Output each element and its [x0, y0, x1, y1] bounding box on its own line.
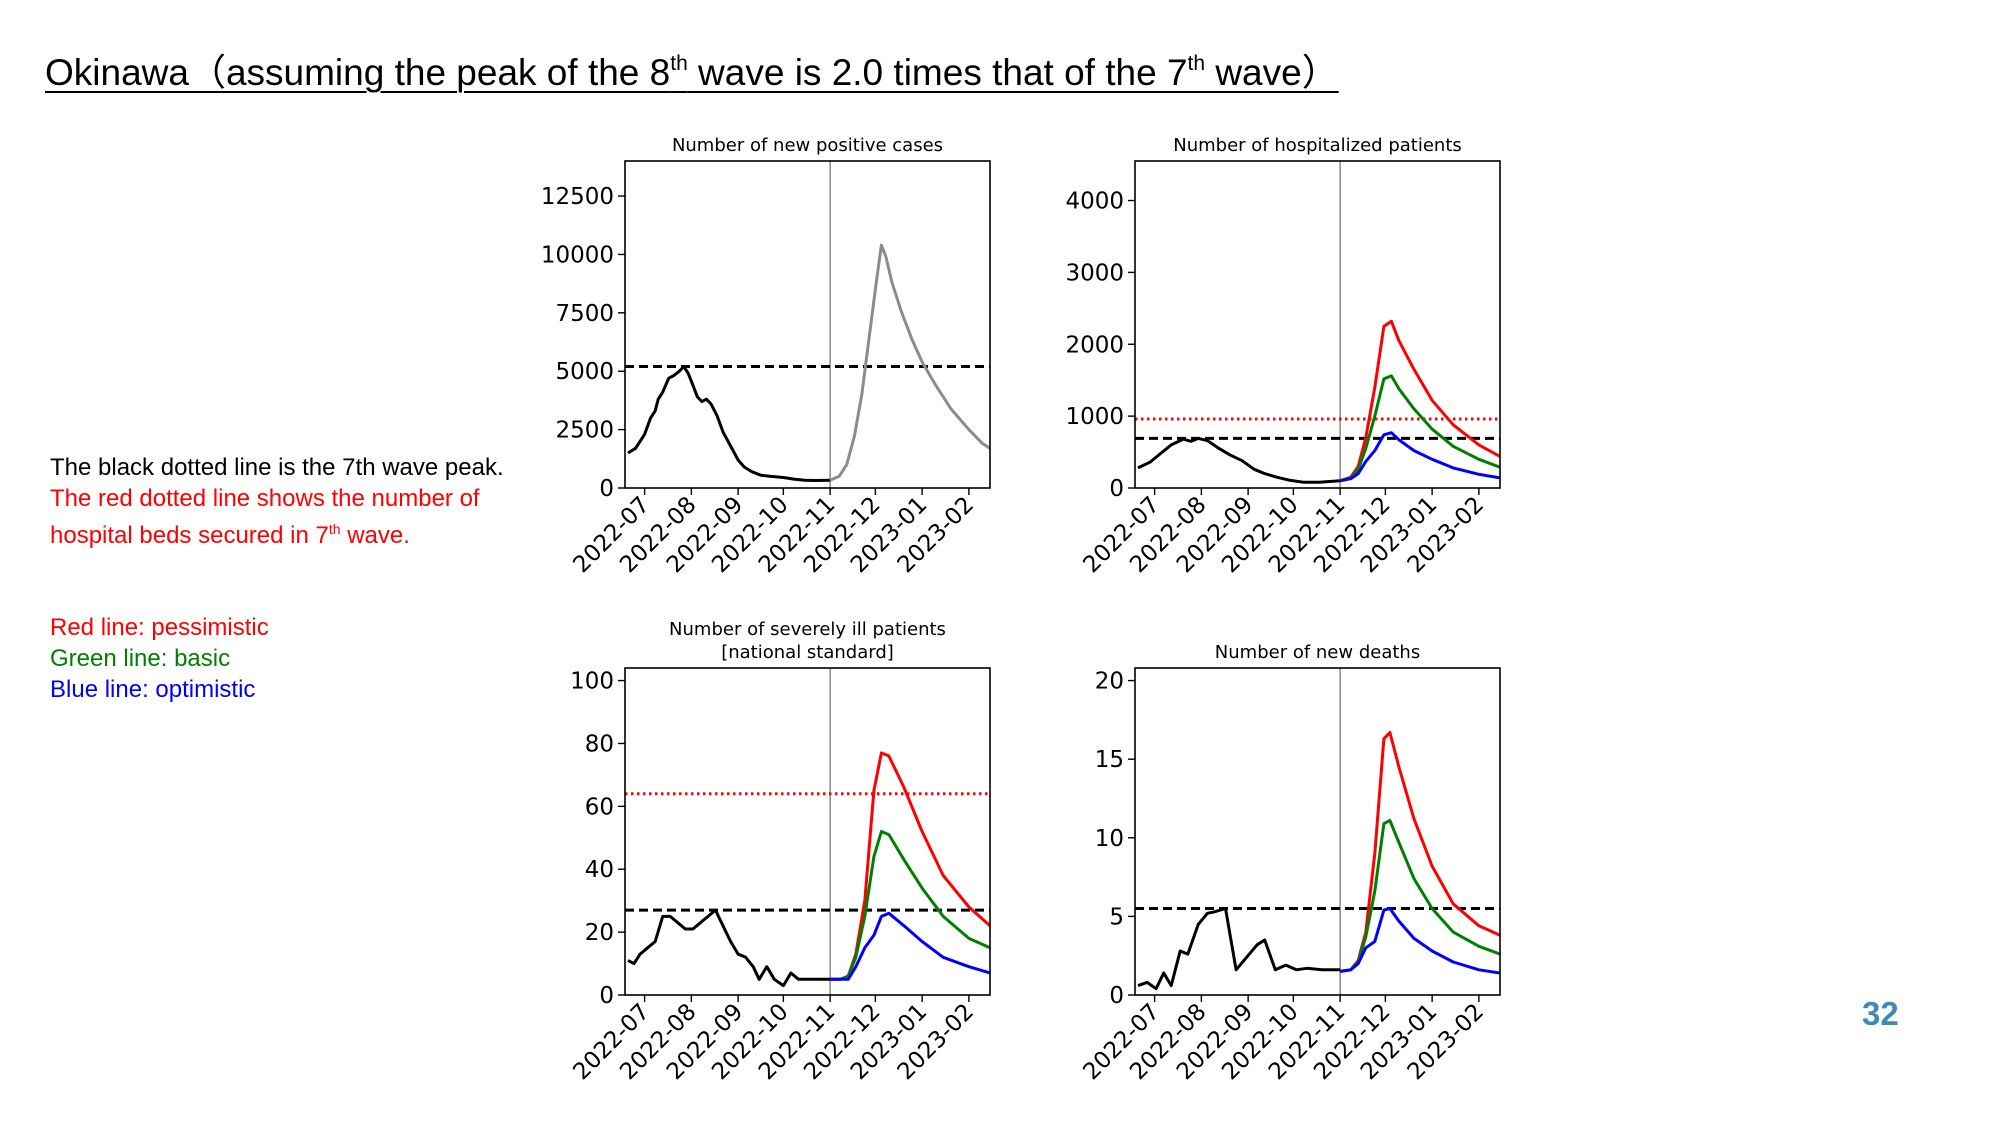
- red-dotted-line-note-continued: hospital beds secured in 7th wave.: [50, 514, 504, 551]
- plot-area: [1135, 668, 1500, 995]
- y-tick-label: 100: [570, 669, 614, 695]
- y-tick-label: 0: [599, 476, 614, 502]
- series-line: [627, 908, 831, 988]
- y-tick-label: 15: [1095, 747, 1124, 773]
- reference-lines-note: The black dotted line is the 7th wave pe…: [50, 452, 504, 551]
- chart-title: Number of severely ill patients: [669, 619, 946, 640]
- y-tick-label: 0: [1109, 476, 1124, 502]
- chart-title: Number of new positive cases: [672, 135, 943, 156]
- note-text: wave.: [340, 522, 410, 549]
- legend-pessimistic: Red line: pessimistic: [50, 614, 269, 641]
- series-line: [829, 243, 990, 482]
- axes-frame: [624, 160, 991, 489]
- series-line-basic: [1339, 374, 1500, 483]
- title-text: wave）: [1205, 52, 1339, 93]
- series-line: [1137, 907, 1341, 991]
- slide-title: Okinawa（assuming the peak of the 8th wav…: [45, 42, 1339, 96]
- y-tick-label: 20: [1095, 669, 1124, 695]
- series-line-basic: [830, 830, 990, 981]
- y-tick-label: 4000: [1065, 189, 1124, 215]
- red-dotted-line-note: The red dotted line shows the number of: [50, 485, 480, 512]
- series-line-optimistic: [1339, 907, 1500, 975]
- y-tick-label: 1000: [1065, 404, 1124, 430]
- line-color-legend: Red line: pessimistic Green line: basic …: [50, 612, 269, 705]
- y-tick-label: 60: [585, 794, 614, 820]
- series-line-pessimistic: [1339, 731, 1500, 973]
- series-line: [1137, 436, 1341, 484]
- axes-frame: [1134, 160, 1501, 489]
- y-tick-label: 10000: [541, 242, 614, 268]
- y-tick-label: 7500: [555, 301, 614, 327]
- series-line: [627, 365, 831, 482]
- axes-frame: [1134, 667, 1501, 996]
- title-text: wave is 2.0 times that of the 7: [687, 52, 1188, 93]
- y-tick-label: 80: [585, 731, 614, 757]
- y-tick-label: 2500: [555, 418, 614, 444]
- title-sup: th: [670, 52, 688, 75]
- y-tick-label: 10: [1095, 826, 1124, 852]
- y-tick-label: 12500: [541, 184, 614, 210]
- chart-title: Number of hospitalized patients: [1173, 135, 1462, 156]
- chart-new-positive-cases: Number of new positive cases 0 2500 5000 750…: [541, 135, 991, 578]
- y-tick-label: 2000: [1065, 332, 1124, 358]
- axes-frame: [624, 667, 991, 996]
- y-tick-label: 0: [1109, 983, 1124, 1009]
- note-sup: th: [328, 521, 341, 537]
- legend-optimistic: Blue line: optimistic: [50, 676, 256, 703]
- chart-title: [national standard]: [721, 642, 894, 663]
- title-sup: th: [1187, 52, 1206, 75]
- legend-basic: Green line: basic: [50, 645, 231, 672]
- y-tick-label: 20: [585, 920, 614, 946]
- series-line-optimistic: [1339, 431, 1500, 483]
- chart-new-deaths: Number of new deaths051015202022-072022-…: [1079, 642, 1501, 1085]
- page-number: 32: [1862, 995, 1899, 1032]
- y-tick-label: 5000: [555, 359, 614, 385]
- title-text: Okinawa（assuming the peak of the 8: [45, 52, 671, 93]
- y-tick-label: 3000: [1065, 260, 1124, 286]
- black-dotted-line-note: The black dotted line is the 7th wave pe…: [50, 454, 504, 481]
- note-text: hospital beds secured in 7: [50, 522, 329, 549]
- chart-title: Number of new deaths: [1215, 642, 1420, 663]
- chart-severely-ill-patients: Number of severely ill patients[national…: [569, 619, 991, 1085]
- plot-area: [1135, 161, 1500, 488]
- chart-hospitalized-patients: Number of hospitalized patients 0 1000 2000…: [1065, 135, 1501, 578]
- series-line-optimistic: [830, 911, 990, 981]
- y-tick-label: 40: [585, 857, 614, 883]
- plot-area: [625, 161, 990, 488]
- series-line-pessimistic: [830, 751, 990, 981]
- plot-area: [625, 668, 990, 995]
- y-tick-label: 0: [599, 983, 614, 1009]
- y-tick-label: 5: [1109, 904, 1124, 930]
